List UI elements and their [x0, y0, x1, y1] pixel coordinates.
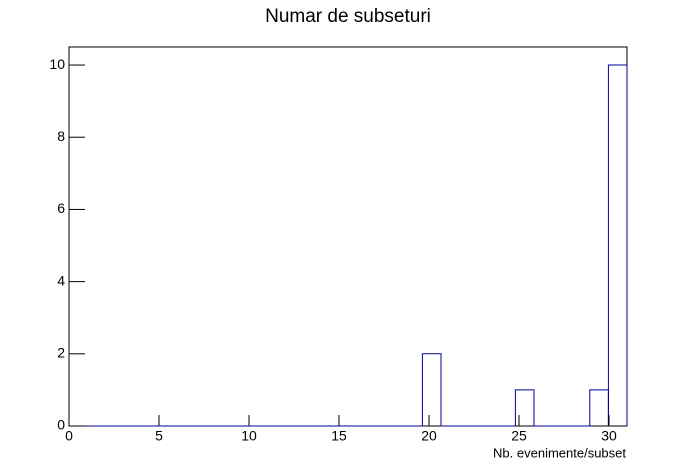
y-tick-label: 8: [57, 128, 65, 144]
y-tick-label: 2: [57, 345, 65, 361]
x-tick-label: 0: [65, 428, 73, 444]
plot-frame: [68, 46, 628, 427]
histogram-bar: [514, 389, 535, 426]
x-tick-label: 25: [511, 428, 527, 444]
y-tick-label: 10: [49, 56, 65, 72]
x-tick-label: 20: [421, 428, 437, 444]
y-tick-label: 4: [57, 272, 65, 288]
y-tick-label: 6: [57, 200, 65, 216]
x-tick-label: 15: [331, 428, 347, 444]
histogram-bar: [589, 389, 609, 426]
x-tick-label: 30: [601, 428, 617, 444]
histogram-bar: [421, 353, 442, 426]
chart-title: Numar de subseturi: [265, 6, 431, 27]
histogram-bar: [607, 64, 628, 426]
x-tick-label: 10: [241, 428, 257, 444]
x-axis-label: Nb. evenimente/subset: [493, 445, 626, 460]
x-tick-label: 5: [155, 428, 163, 444]
y-tick-label: 0: [57, 417, 65, 433]
